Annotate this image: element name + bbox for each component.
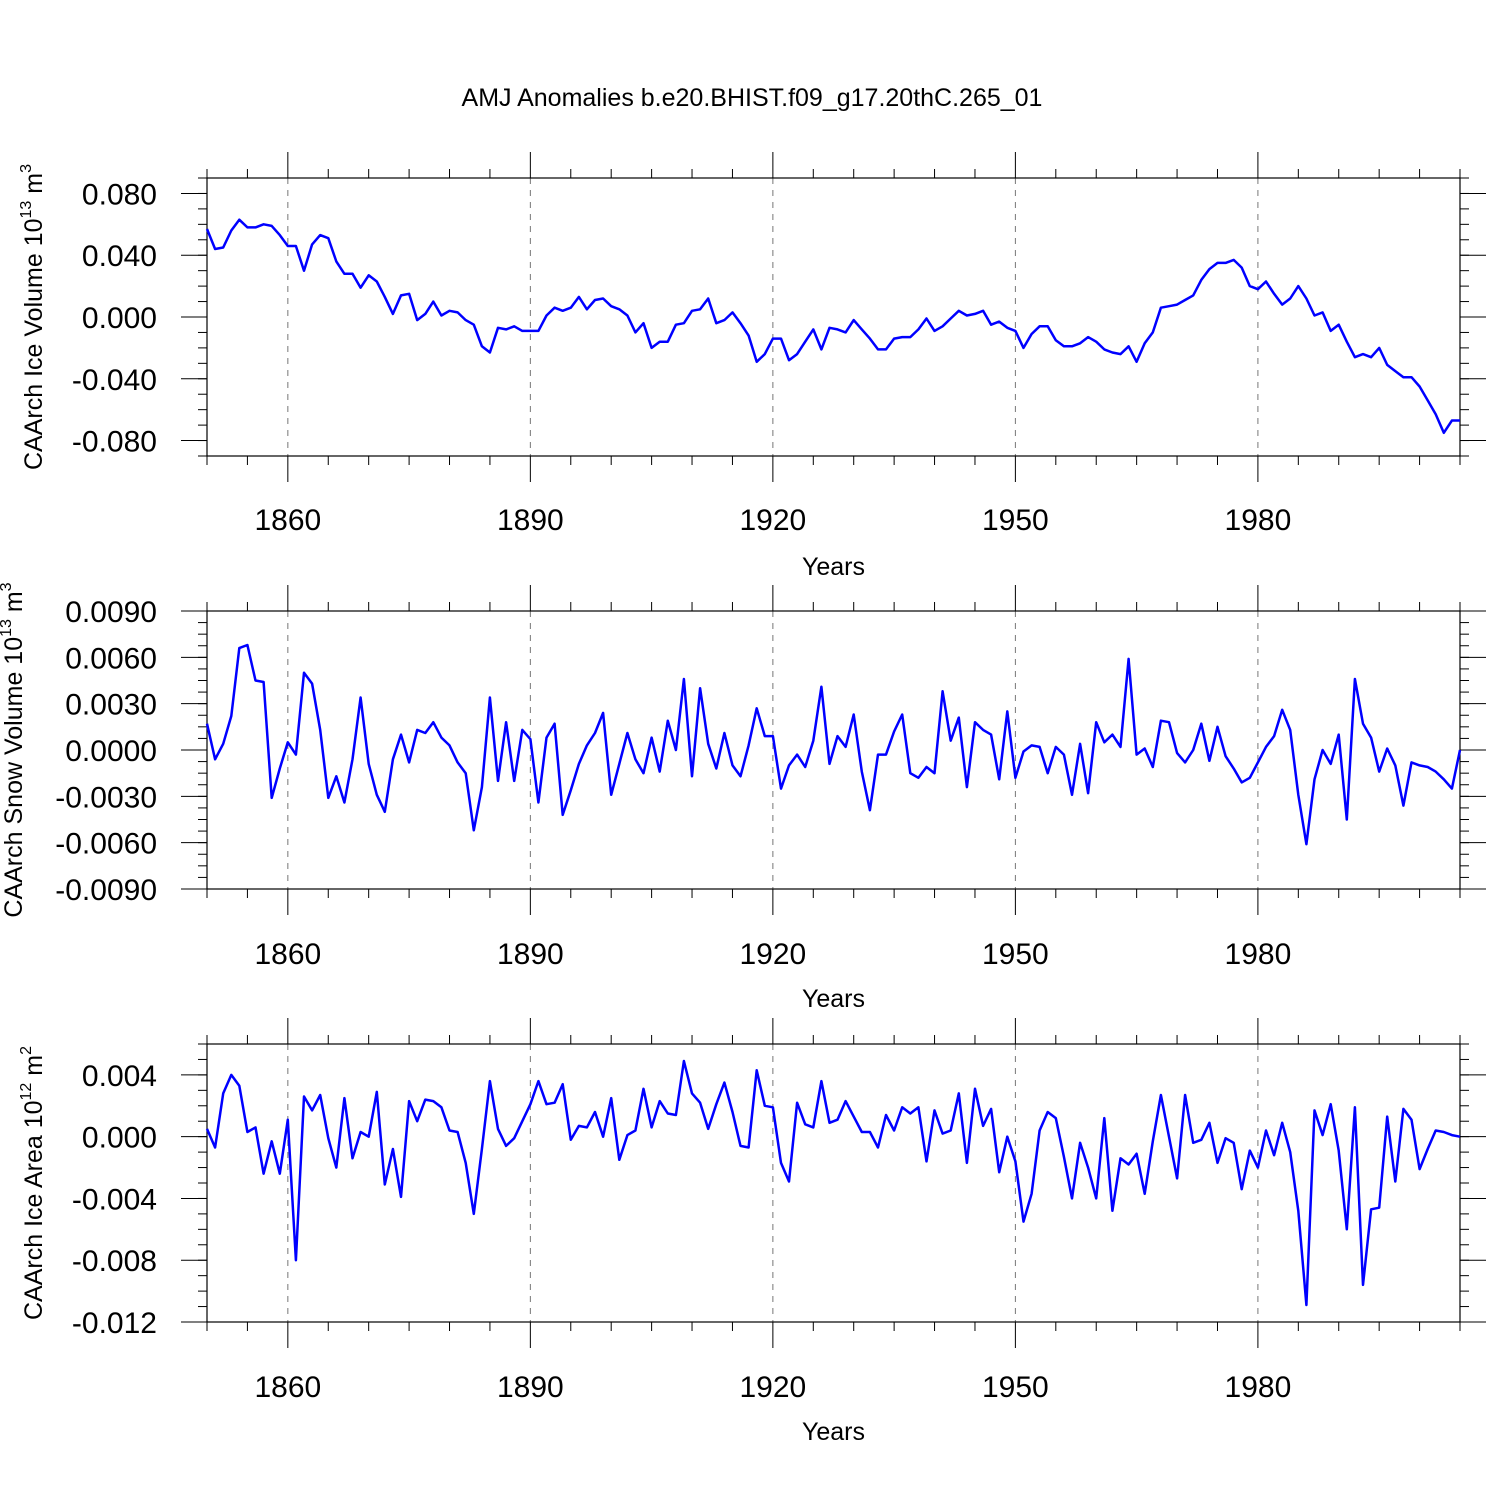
series-line	[205, 218, 1460, 435]
x-tick-label: 1920	[739, 1371, 806, 1404]
y-label-unit: m	[20, 173, 48, 201]
x-tick-label: 1950	[982, 1371, 1049, 1404]
y-label-text: CAArch Snow Volume 10	[0, 637, 28, 918]
x-tick-label: 1980	[1225, 1371, 1292, 1404]
x-tick-label: 1860	[254, 504, 321, 537]
y-label-text: CAArch Ice Area 10	[20, 1100, 48, 1320]
panel-2: 1860 1890 1920 1950 1980 -0.0090 -0.0060 -0.003…	[0, 582, 1486, 1013]
plot-frame	[206, 1043, 1461, 1323]
x-tick-label: 1950	[982, 504, 1049, 537]
y-label-unit-exponent: 2	[18, 1046, 35, 1055]
y-label-exponent: 12	[18, 1083, 35, 1101]
y-label-exponent: 13	[0, 619, 15, 637]
y-tick-label: 0.004	[82, 1060, 157, 1093]
y-label-unit: m	[20, 1055, 48, 1083]
y-tick-label: 0.0060	[65, 642, 157, 675]
y-tick-label: 0.080	[82, 178, 157, 211]
y-label-exponent: 13	[18, 201, 35, 219]
x-tick-label: 1920	[739, 504, 806, 537]
plot-frame	[206, 177, 1461, 457]
y-axis-label: CAArch Ice Area 1012 m2	[18, 1046, 48, 1320]
y-tick-label: 0.0090	[65, 596, 157, 629]
x-tick-label: 1860	[254, 938, 321, 971]
y-tick-label: 0.000	[82, 302, 157, 335]
x-axis-label: Years	[802, 985, 865, 1013]
x-tick-label: 1920	[739, 938, 806, 971]
y-tick-label: 0.000	[82, 1122, 157, 1155]
y-label-unit-exponent: 3	[18, 164, 35, 173]
y-tick-label: -0.080	[72, 426, 157, 459]
y-tick-label: -0.008	[72, 1245, 157, 1278]
y-tick-label: 0.0000	[65, 735, 157, 768]
x-tick-label: 1860	[254, 1371, 321, 1404]
y-tick-label: -0.040	[72, 364, 157, 397]
x-axis-label: Years	[802, 553, 865, 581]
y-tick-label: 0.040	[82, 240, 157, 273]
y-label-unit-exponent: 3	[0, 582, 15, 591]
chart-title: AMJ Anomalies b.e20.BHIST.f09_g17.20thC.…	[462, 84, 1043, 112]
x-axis-label: Years	[802, 1418, 865, 1446]
series-line	[205, 643, 1462, 846]
x-tick-label: 1950	[982, 938, 1049, 971]
x-tick-label: 1890	[497, 1371, 564, 1404]
y-tick-label: -0.012	[72, 1307, 157, 1340]
y-tick-label: -0.0090	[55, 874, 157, 907]
y-axis-label: CAArch Ice Volume 1013 m3	[18, 164, 48, 470]
x-tick-label: 1980	[1225, 938, 1292, 971]
series-line	[205, 1059, 1461, 1307]
y-tick-label: -0.0030	[55, 781, 157, 814]
panel-3: 1860 1890 1920 1950 1980 -0.012 -0.008 -0.004 0.…	[18, 1018, 1486, 1446]
panel-1: 1860 1890 1920 1950 1980 -0.080 -0.040 0.000 0.0…	[18, 152, 1486, 581]
y-tick-label: 0.0030	[65, 689, 157, 722]
y-axis-label: CAArch Snow Volume 1013 m3	[0, 582, 28, 917]
x-tick-label: 1980	[1225, 504, 1292, 537]
y-tick-label: -0.004	[72, 1183, 157, 1216]
x-tick-label: 1890	[497, 938, 564, 971]
y-label-unit: m	[0, 591, 28, 619]
y-tick-label: -0.0060	[55, 828, 157, 861]
x-tick-label: 1890	[497, 504, 564, 537]
y-label-text: CAArch Ice Volume 10	[20, 218, 48, 470]
